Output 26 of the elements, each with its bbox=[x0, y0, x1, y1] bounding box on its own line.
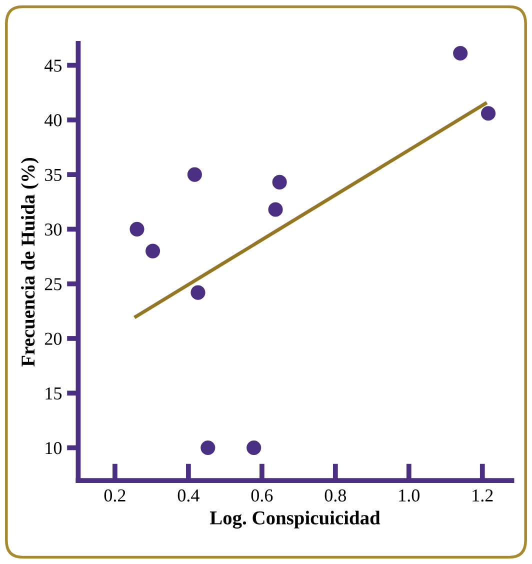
x-tick-label: 0.4 bbox=[178, 489, 200, 502]
point bbox=[130, 222, 144, 236]
x-tick-label: 0.2 bbox=[104, 489, 126, 502]
x-tick-label: 0.8 bbox=[324, 489, 346, 502]
y-tick-label: 25 bbox=[44, 278, 62, 290]
y-axis-title: Frecuencia de Huida (%) bbox=[20, 158, 39, 367]
y-tick-label: 45 bbox=[44, 60, 62, 72]
x-tick-label: 1.2 bbox=[472, 489, 493, 502]
x-tick-label: 0.6 bbox=[251, 489, 273, 502]
x-tick-label: 1.0 bbox=[399, 489, 420, 502]
point bbox=[187, 167, 202, 182]
point bbox=[190, 285, 206, 300]
point bbox=[453, 46, 468, 61]
y-tick-label: 10 bbox=[46, 442, 62, 454]
y-tick-label: 20 bbox=[44, 332, 62, 345]
y-tick-label: 40 bbox=[44, 114, 62, 126]
y-tick-label: 30 bbox=[45, 223, 62, 236]
point bbox=[268, 202, 283, 217]
x-axis-title: Log. Conspicuicidad bbox=[210, 510, 380, 529]
y-tick-label: 35 bbox=[45, 168, 62, 181]
point bbox=[480, 106, 496, 121]
point bbox=[200, 440, 216, 456]
point bbox=[246, 440, 262, 456]
y-tick-label: 15 bbox=[46, 387, 62, 400]
point bbox=[272, 174, 287, 190]
point bbox=[146, 244, 160, 258]
